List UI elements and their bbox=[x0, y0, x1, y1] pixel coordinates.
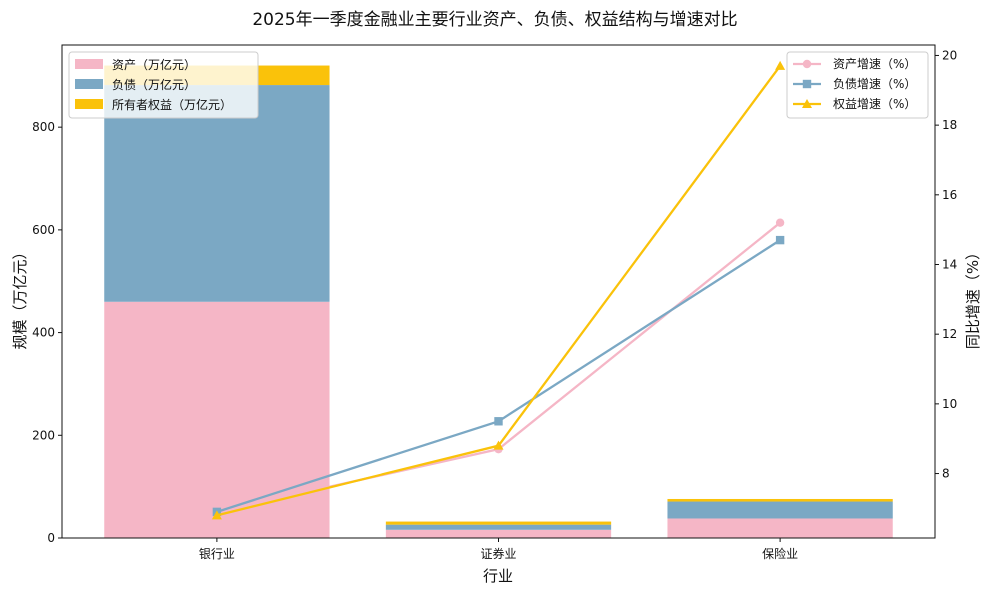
legend-bars-frame bbox=[68, 51, 259, 119]
y-right-tick-label-6: 20 bbox=[942, 48, 957, 62]
legend-bars-swatch-1 bbox=[75, 79, 103, 89]
bar-liabilities-0 bbox=[104, 85, 330, 302]
y-left-tick-label-3: 600 bbox=[32, 223, 55, 237]
bar-liabilities-2 bbox=[667, 501, 893, 519]
legend-lines-marker-1 bbox=[802, 79, 812, 89]
legend-lines-frame bbox=[786, 51, 929, 119]
legend-bars-label-2: 所有者权益（万亿元） bbox=[112, 97, 232, 112]
y-right-tick-label-1: 10 bbox=[942, 397, 957, 411]
point-assets-growth-2 bbox=[775, 218, 785, 227]
y-right-tick-label-5: 18 bbox=[942, 118, 957, 132]
point-equity-growth-1 bbox=[493, 440, 504, 450]
point-liabilities-growth-2 bbox=[775, 235, 785, 245]
chart-title: 2025年一季度金融业主要行业资产、负债、权益结构与增速对比 bbox=[252, 10, 737, 30]
y-axis-left-label: 规模（万亿元） bbox=[11, 244, 29, 349]
legend-lines-label-1: 负债增速（%） bbox=[833, 77, 916, 91]
x-tick-label-2: 保险业 bbox=[762, 546, 798, 561]
point-equity-growth-2 bbox=[775, 60, 786, 70]
x-tick-label-0: 银行业 bbox=[199, 547, 235, 561]
legend-bars: 资产（万亿元） 负债（万亿元） 所有者权益（万亿元） bbox=[68, 51, 259, 119]
plot-area: 0 200 400 600 800 8 10 12 14 16 18 20 银行业 证券业 保险业 资产（万亿… bbox=[32, 44, 957, 561]
bar-equity-1 bbox=[385, 521, 612, 525]
y-left-tick-label-2: 400 bbox=[32, 326, 55, 340]
legend-bars-label-1: 负债（万亿元） bbox=[112, 77, 196, 92]
legend-bars-label-0: 资产（万亿元） bbox=[112, 57, 196, 72]
legend-bars-swatch-2 bbox=[75, 99, 103, 109]
y-right-tick-label-0: 8 bbox=[942, 467, 950, 481]
bar-assets-0 bbox=[104, 301, 330, 538]
legend-lines-label-2: 权益增速（%） bbox=[833, 97, 916, 111]
bar-liabilities-1 bbox=[385, 524, 612, 530]
y-right-tick-label-4: 16 bbox=[942, 188, 957, 202]
bar-assets-2 bbox=[667, 518, 893, 538]
y-right-tick-label-3: 14 bbox=[942, 257, 957, 271]
bar-assets-1 bbox=[385, 529, 612, 538]
y-left-tick-label-4: 800 bbox=[32, 120, 55, 134]
y-left-tick-label-0: 0 bbox=[47, 531, 55, 545]
legend-lines: 资产增速（%） 负债增速（%） 权益增速（%） bbox=[786, 51, 929, 119]
legend-lines-marker-2 bbox=[802, 99, 812, 108]
bar-equity-2 bbox=[667, 498, 893, 502]
point-equity-growth-0 bbox=[211, 510, 222, 520]
y-axis-right-label: 同比增速（%） bbox=[964, 245, 982, 349]
point-liabilities-growth-1 bbox=[494, 417, 503, 426]
x-axis-label: 行业 bbox=[483, 567, 513, 585]
legend-bars-swatch-0 bbox=[75, 59, 103, 69]
legend-lines-label-0: 资产增速（%） bbox=[833, 57, 916, 71]
y-right-tick-label-2: 12 bbox=[942, 327, 957, 341]
x-tick-label-1: 证券业 bbox=[480, 546, 516, 561]
y-left-tick-label-1: 200 bbox=[32, 428, 55, 442]
legend-lines-marker-0 bbox=[802, 59, 812, 69]
